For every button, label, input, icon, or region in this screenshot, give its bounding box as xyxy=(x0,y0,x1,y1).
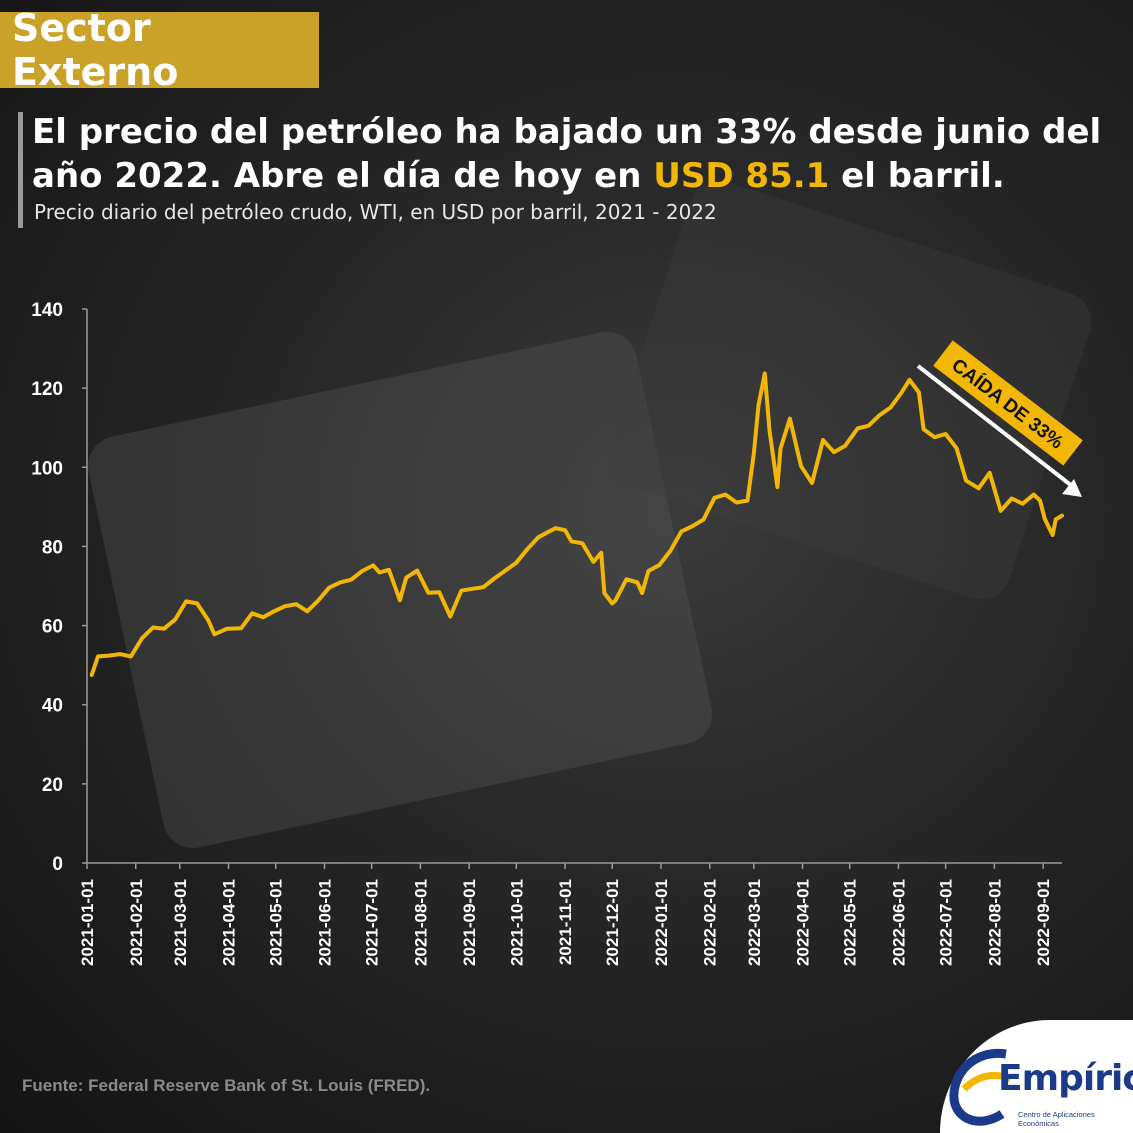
headline-part1: El precio del petróleo ha bajado un 33% … xyxy=(32,112,1102,196)
headline-highlight: USD 85.1 xyxy=(653,156,830,196)
x-tick-label: 2022-09-01 xyxy=(1034,879,1053,966)
x-tick-label: 2022-02-01 xyxy=(701,879,720,966)
x-tick-label: 2021-05-01 xyxy=(267,879,286,966)
x-tick-label: 2022-05-01 xyxy=(841,879,860,966)
x-tick-label: 2021-09-01 xyxy=(460,879,479,966)
y-tick-label: 60 xyxy=(42,617,63,638)
x-tick-label: 2021-07-01 xyxy=(363,879,382,966)
headline-accent-bar xyxy=(18,112,23,228)
chart-axes xyxy=(86,309,1062,864)
y-tick-label: 40 xyxy=(42,696,63,717)
y-tick-label: 140 xyxy=(31,300,63,321)
headline-part2: el barril. xyxy=(829,156,1005,196)
chart-annotation: CAÍDA DE 33% xyxy=(916,340,1083,497)
x-tick-label: 2022-03-01 xyxy=(745,879,764,966)
x-tick-label: 2022-07-01 xyxy=(937,879,956,966)
decline-arrow-head xyxy=(1062,479,1082,497)
x-tick-label: 2021-12-01 xyxy=(603,879,622,966)
y-axis-ticks: 0 20 40 60 80 100 120 140 xyxy=(31,300,87,875)
y-tick-label: 80 xyxy=(42,537,63,558)
y-tick-label: 120 xyxy=(31,379,63,400)
x-tick-label: 2021-01-01 xyxy=(78,879,97,966)
x-axis-ticks: 2021-01-01 2021-02-01 2021-03-01 2021-04-01… xyxy=(78,863,1053,966)
section-tag: Sector Externo xyxy=(0,6,319,94)
x-tick-label: 2021-08-01 xyxy=(411,879,430,966)
y-tick-label: 20 xyxy=(42,775,63,796)
y-tick-label: 0 xyxy=(52,854,63,875)
price-series-line xyxy=(89,371,1064,677)
x-tick-label: 2021-02-01 xyxy=(127,879,146,966)
empirica-logo: Empírica Centro de Aplicaciones Económic… xyxy=(940,1020,1133,1133)
x-tick-label: 2021-04-01 xyxy=(220,879,239,966)
x-tick-label: 2022-08-01 xyxy=(985,879,1004,966)
x-tick-label: 2021-03-01 xyxy=(171,879,190,966)
logo-name: Empírica xyxy=(998,1058,1133,1099)
headline: El precio del petróleo ha bajado un 33% … xyxy=(32,110,1112,198)
x-tick-label: 2021-06-01 xyxy=(315,879,334,966)
chart-series xyxy=(89,371,1064,677)
decline-arrow-line xyxy=(916,364,1074,488)
x-tick-label: 2022-06-01 xyxy=(889,879,908,966)
y-tick-label: 100 xyxy=(31,458,63,479)
source-note: Fuente: Federal Reserve Bank of St. Loui… xyxy=(22,1076,431,1095)
chart-subtitle: Precio diario del petróleo crudo, WTI, e… xyxy=(34,200,717,224)
annotation-badge-bg xyxy=(933,340,1083,466)
logo-swoosh-icon xyxy=(949,1048,1013,1126)
x-tick-label: 2021-11-01 xyxy=(556,879,575,965)
x-tick-label: 2021-10-01 xyxy=(507,879,526,966)
logo-tagline: Centro de Aplicaciones Económicas xyxy=(1018,1110,1095,1128)
x-tick-label: 2022-01-01 xyxy=(652,879,671,966)
x-tick-label: 2022-04-01 xyxy=(794,879,813,966)
